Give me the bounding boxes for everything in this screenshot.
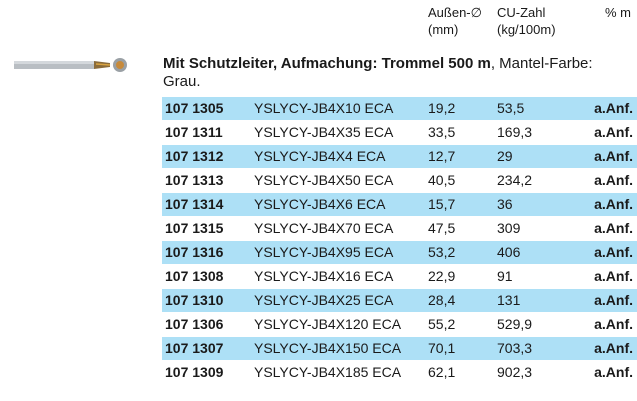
column-header: Außen-∅ <box>428 5 482 21</box>
price: a.Anf. <box>594 289 633 312</box>
type: YSLYCY-JB4X25 ECA <box>254 289 393 312</box>
article-number: 107 1308 <box>165 265 223 288</box>
article-number: 107 1309 <box>165 361 223 384</box>
column-header: CU-Zahl <box>497 5 545 21</box>
cu-weight: 36 <box>497 193 513 216</box>
table-row: 107 1308 YSLYCY-JB4X16 ECA 22,9 91 a.Anf. <box>162 265 637 288</box>
diameter: 40,5 <box>428 169 455 192</box>
article-number: 107 1314 <box>165 193 223 216</box>
column-header: % m <box>605 5 631 21</box>
article-number: 107 1315 <box>165 217 223 240</box>
price: a.Anf. <box>594 265 633 288</box>
cu-weight: 169,3 <box>497 121 532 144</box>
diameter: 15,7 <box>428 193 455 216</box>
type: YSLYCY-JB4X35 ECA <box>254 121 393 144</box>
cu-weight: 91 <box>497 265 513 288</box>
table-row: 107 1315 YSLYCY-JB4X70 ECA 47,5 309 a.Anf. <box>162 217 637 240</box>
article-number: 107 1307 <box>165 337 223 360</box>
cu-weight: 131 <box>497 289 520 312</box>
column-header: (mm) <box>428 22 458 38</box>
article-number: 107 1305 <box>165 97 223 120</box>
article-number: 107 1313 <box>165 169 223 192</box>
cable-core <box>116 61 124 69</box>
type: YSLYCY-JB4X70 ECA <box>254 217 393 240</box>
price: a.Anf. <box>594 169 633 192</box>
table-row: 107 1311 YSLYCY-JB4X35 ECA 33,5 169,3 a.Anf. <box>162 121 637 144</box>
type: YSLYCY-JB4X10 ECA <box>254 97 393 120</box>
price: a.Anf. <box>594 241 633 264</box>
table-row: 107 1314 YSLYCY-JB4X6 ECA 15,7 36 a.Anf. <box>162 193 637 216</box>
type: YSLYCY-JB4X6 ECA <box>254 193 386 216</box>
column-header: (kg/100m) <box>497 22 556 38</box>
page: Außen-∅(mm) CU-Zahl(kg/100m) % m Mit Schut… <box>0 0 637 401</box>
diameter: 19,2 <box>428 97 455 120</box>
price: a.Anf. <box>594 313 633 336</box>
article-number: 107 1311 <box>165 121 223 144</box>
diameter: 62,1 <box>428 361 455 384</box>
cu-weight: 703,3 <box>497 337 532 360</box>
cu-weight: 234,2 <box>497 169 532 192</box>
price: a.Anf. <box>594 121 633 144</box>
price: a.Anf. <box>594 361 633 384</box>
section-title: Mit Schutzleiter, Aufmachung: Trommel 50… <box>163 55 633 91</box>
diameter: 53,2 <box>428 241 455 264</box>
cu-weight: 406 <box>497 241 520 264</box>
diameter: 12,7 <box>428 145 455 168</box>
price: a.Anf. <box>594 145 633 168</box>
type: YSLYCY-JB4X50 ECA <box>254 169 393 192</box>
cable-wire <box>96 64 110 65</box>
diameter: 70,1 <box>428 337 455 360</box>
type: YSLYCY-JB4X95 ECA <box>254 241 393 264</box>
type: YSLYCY-JB4X185 ECA <box>254 361 401 384</box>
price: a.Anf. <box>594 193 633 216</box>
type: YSLYCY-JB4X120 ECA <box>254 313 401 336</box>
price: a.Anf. <box>594 217 633 240</box>
table-row: 107 1309 YSLYCY-JB4X185 ECA 62,1 902,3 a.Anf… <box>162 361 637 384</box>
table-row: 107 1316 YSLYCY-JB4X95 ECA 53,2 406 a.Anf. <box>162 241 637 264</box>
article-number: 107 1310 <box>165 289 223 312</box>
table-row: 107 1310 YSLYCY-JB4X25 ECA 28,4 131 a.Anf. <box>162 289 637 312</box>
cu-weight: 902,3 <box>497 361 532 384</box>
price: a.Anf. <box>594 97 633 120</box>
table-row: 107 1313 YSLYCY-JB4X50 ECA 40,5 234,2 a.Anf. <box>162 169 637 192</box>
article-number: 107 1306 <box>165 313 223 336</box>
type: YSLYCY-JB4X16 ECA <box>254 265 393 288</box>
cu-weight: 529,9 <box>497 313 532 336</box>
cable-highlight <box>14 61 94 64</box>
cu-weight: 53,5 <box>497 97 524 120</box>
table-row: 107 1307 YSLYCY-JB4X150 ECA 70,1 703,3 a.Anf… <box>162 337 637 360</box>
diameter: 28,4 <box>428 289 455 312</box>
article-number: 107 1316 <box>165 241 223 264</box>
diameter: 33,5 <box>428 121 455 144</box>
cu-weight: 309 <box>497 217 520 240</box>
article-number: 107 1312 <box>165 145 223 168</box>
title-bold: Mit Schutzleiter, Aufmachung: Trommel 50… <box>163 55 491 72</box>
table-row: 107 1305 YSLYCY-JB4X10 ECA 19,2 53,5 a.Anf. <box>162 97 637 120</box>
diameter: 47,5 <box>428 217 455 240</box>
table-row: 107 1306 YSLYCY-JB4X120 ECA 55,2 529,9 a.Anf… <box>162 313 637 336</box>
type: YSLYCY-JB4X4 ECA <box>254 145 386 168</box>
diameter: 55,2 <box>428 313 455 336</box>
diameter: 22,9 <box>428 265 455 288</box>
cable-image <box>10 55 135 75</box>
cu-weight: 29 <box>497 145 513 168</box>
type: YSLYCY-JB4X150 ECA <box>254 337 401 360</box>
table-row: 107 1312 YSLYCY-JB4X4 ECA 12,7 29 a.Anf. <box>162 145 637 168</box>
price: a.Anf. <box>594 337 633 360</box>
